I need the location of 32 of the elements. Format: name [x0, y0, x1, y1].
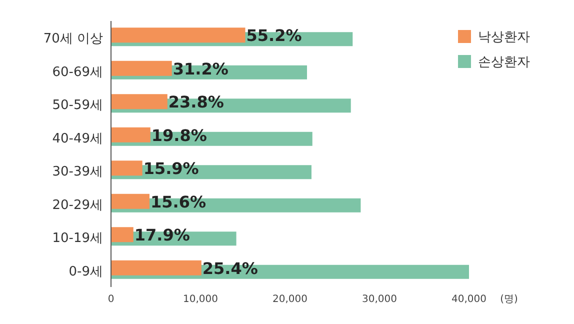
- y-tick-label: 40-49세: [52, 131, 103, 146]
- y-tick-label: 30-39세: [52, 164, 103, 180]
- x-tick-label: 30,000: [362, 294, 397, 305]
- legend-label: 낙상환자: [478, 30, 530, 45]
- bar: [111, 260, 202, 276]
- legend-label: 손상환자: [478, 55, 530, 70]
- x-tick-label: 40,000: [452, 294, 486, 305]
- annotation: 15.6%: [150, 192, 206, 212]
- x-tick-label: 0: [108, 294, 114, 305]
- x-tick-label: 10,000: [183, 294, 218, 305]
- annotation: 31.2%: [172, 59, 228, 78]
- y-tick-label: 10-19세: [52, 231, 103, 246]
- annotation: 15.9%: [143, 159, 199, 178]
- bar: [111, 127, 150, 142]
- y-tick-label: 60-69세: [52, 64, 103, 80]
- annotation: 17.9%: [134, 226, 190, 245]
- y-tick-label: 20-29세: [52, 198, 103, 213]
- y-tick-label: 0-9세: [68, 264, 103, 280]
- bar: [111, 194, 150, 209]
- bar: [111, 60, 172, 76]
- bar: [111, 160, 142, 176]
- annotation: 23.8%: [168, 92, 224, 112]
- bar: [111, 94, 168, 110]
- x-tick-label: 20,000: [272, 294, 308, 305]
- bar: [111, 28, 246, 43]
- x-axis-title: (명): [500, 294, 518, 305]
- annotation: 25.4%: [202, 258, 258, 278]
- y-tick-label: 70세 이상: [43, 32, 103, 47]
- annotation: 19.8%: [151, 126, 207, 145]
- y-tick-label: 50-59세: [52, 98, 103, 114]
- annotation: 55.2%: [246, 26, 302, 46]
- bar: [111, 227, 134, 242]
